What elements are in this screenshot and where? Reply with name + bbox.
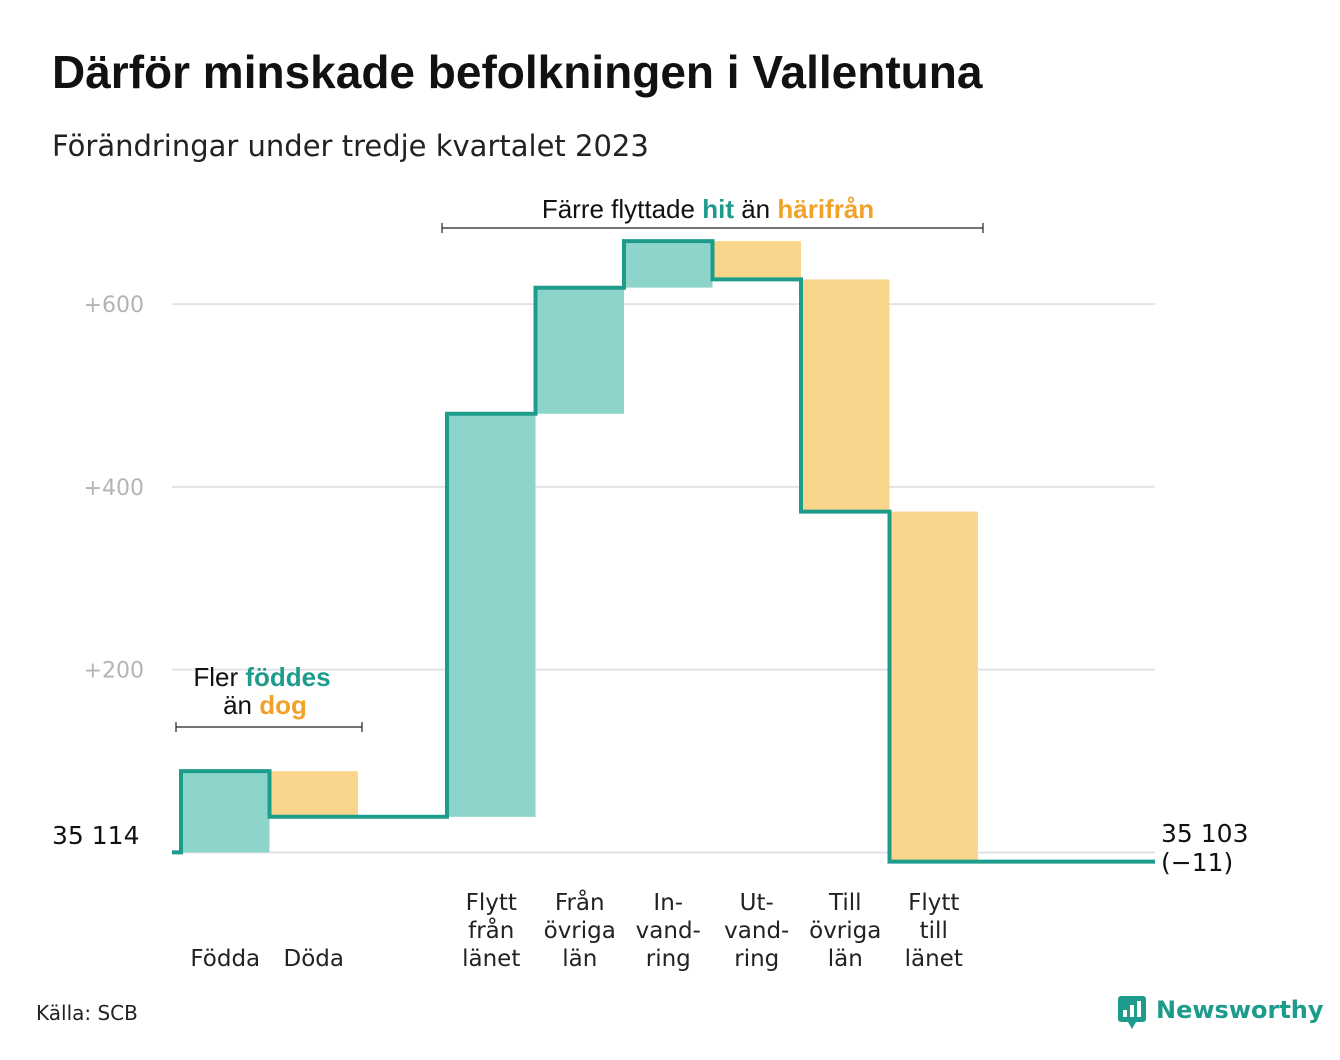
births-annotation-text: Fler [193,662,245,692]
waterfall-bar-inflow [447,413,536,817]
waterfall-bar-outflow [269,771,358,817]
category-label: Från övriga län [544,888,616,972]
migration-annotation-in: hit [702,194,734,224]
end-value-label: 35 103 [1161,819,1248,848]
births-annotation-line1: Fler föddes [193,662,330,692]
deaths-annotation-text: än [223,690,259,720]
chart-subtitle: Förändringar under tredje kvartalet 2023 [52,129,649,163]
category-label: Ut-vand-ring [724,890,789,972]
waterfall-bar-outflow [889,511,978,862]
source-note: Källa: SCB [36,1001,138,1025]
waterfall-bar-inflow [535,287,624,414]
category-label: Födda [190,946,260,972]
start-value-label: 35 114 [52,821,139,850]
deaths-annotation-highlight: dog [259,690,307,720]
category-label: In-vand-ring [636,890,701,972]
y-tick-label: +400 [84,476,144,501]
end-change-label: (−11) [1161,848,1233,877]
cumulative-line-group [172,239,1155,864]
migration-annotation-out: härifrån [777,194,874,224]
category-label: Döda [284,946,344,972]
waterfall-bar-inflow [624,241,713,288]
births-annotation-highlight: föddes [245,662,330,692]
waterfall-bar-outflow [801,279,890,512]
cumulative-line [172,239,1155,864]
newsworthy-logo: Newsworthy [1118,996,1324,1029]
births-annotation: Fler föddes än dog [175,662,363,732]
category-label: Flytt från länet [462,890,520,972]
migration-annotation-pre: Färre flyttade [542,194,702,224]
category-label: Flytt till länet [905,890,963,972]
migration-annotation-mid: än [734,194,777,224]
newsworthy-logo-icon [1118,996,1146,1029]
migration-annotation-text: Färre flyttade hit än härifrån [542,194,874,224]
births-annotation-line2: än dog [223,690,307,720]
category-label: Till övriga län [809,890,881,972]
waterfall-bar-outflow [712,241,801,280]
waterfall-bar-inflow [181,771,270,853]
newsworthy-logo-text: Newsworthy [1156,996,1324,1024]
waterfall-bars [181,241,978,862]
y-tick-label: +600 [84,293,144,318]
category-labels: Födda Döda Flytt från länet Från övriga län In-v… [190,888,963,972]
y-tick-label: +200 [84,659,144,684]
migration-annotation: Färre flyttade hit än härifrån [441,194,984,233]
chart-title: Därför minskade befolkningen i Vallentun… [52,46,983,98]
gridlines: +200 +400 +600 [84,293,1155,854]
